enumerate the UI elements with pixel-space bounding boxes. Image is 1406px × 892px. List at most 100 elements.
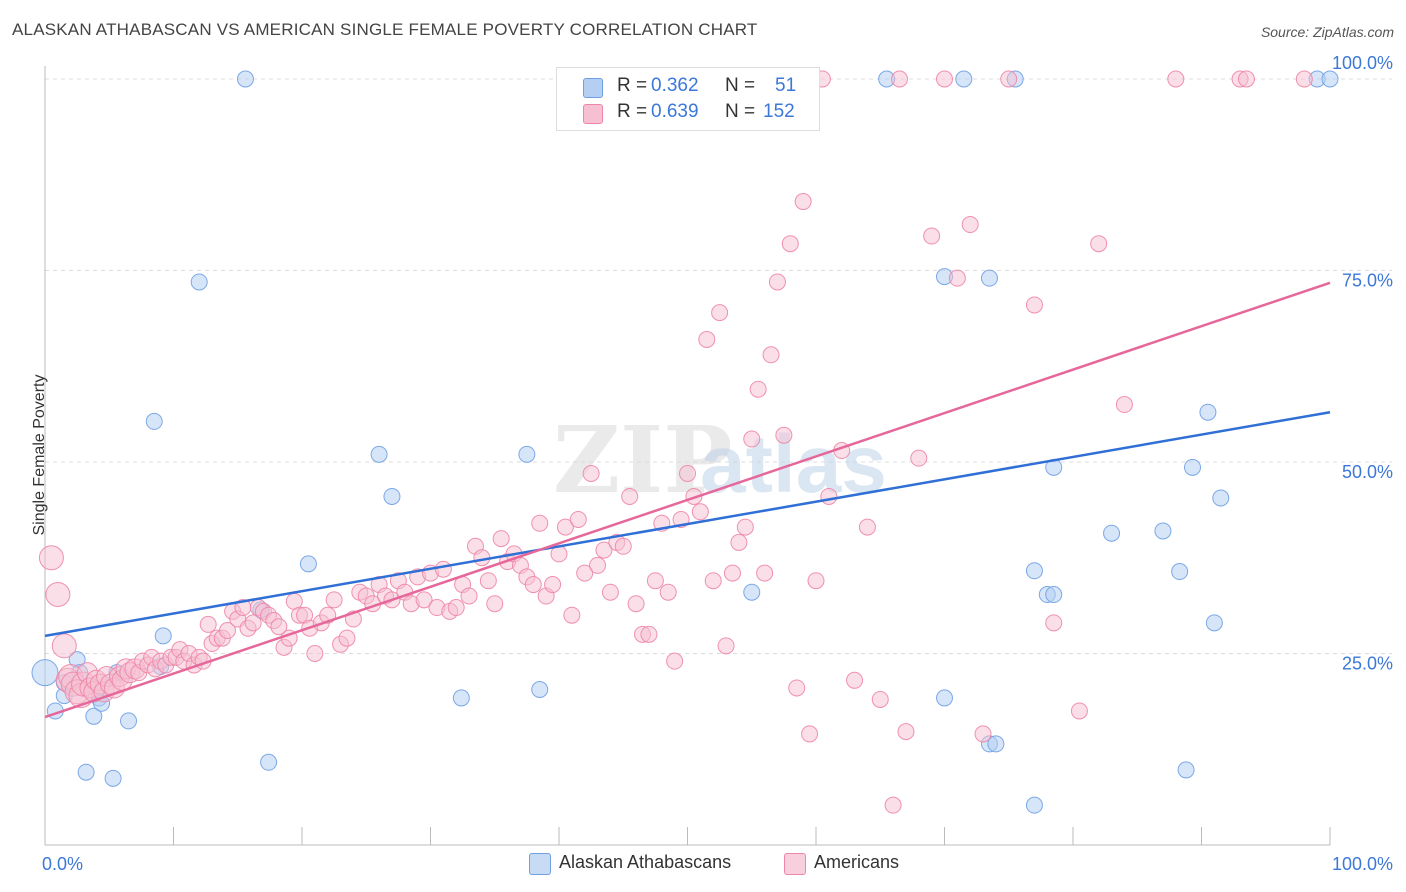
point-athabascan-42 — [1154, 522, 1172, 540]
tick-labels: 25.0% 50.0% 75.0% 100.0% 0.0% 100.0% — [42, 53, 1393, 874]
r-value: 0.362 — [651, 75, 699, 96]
point-american-79 — [434, 560, 452, 578]
point-athabascan-16 — [190, 273, 208, 291]
point-american-115 — [666, 652, 684, 670]
point-american-151 — [961, 216, 979, 234]
point-american-101 — [576, 564, 594, 582]
legend-swatch-americans — [583, 104, 603, 124]
point-american-130 — [762, 346, 780, 364]
point-american-155 — [1045, 614, 1063, 632]
point-american-114 — [659, 583, 677, 601]
point-american-133 — [781, 235, 799, 253]
point-american-47 — [244, 614, 262, 632]
point-american-88 — [492, 530, 510, 548]
legend-label-athabascans: Alaskan Athabascans — [559, 852, 732, 872]
point-athabascan-6 — [77, 763, 95, 781]
point-american-108 — [621, 487, 639, 505]
point-american-142 — [858, 518, 876, 536]
point-american-93 — [524, 576, 542, 594]
point-athabascan-15 — [154, 627, 172, 645]
point-american-146 — [897, 723, 915, 741]
point-american-161 — [1237, 70, 1255, 88]
point-athabascan-47 — [1205, 614, 1223, 632]
point-athabascan-20 — [299, 555, 317, 573]
point-american-98 — [556, 518, 574, 536]
axes — [44, 66, 1331, 846]
point-american-120 — [698, 330, 716, 348]
point-american-149 — [936, 70, 953, 88]
y-tick-label-2: 75.0% — [1342, 271, 1393, 291]
legend-label-americans: Americans — [814, 852, 900, 872]
point-athabascan-33 — [980, 269, 998, 287]
point-american-121 — [704, 572, 722, 590]
point-athabascan-27 — [743, 583, 761, 601]
point-american-124 — [723, 564, 741, 582]
point-athabascan-34 — [987, 735, 1005, 753]
point-athabascan-12 — [120, 712, 138, 730]
point-athabascan-36 — [1025, 562, 1043, 580]
point-american-107 — [614, 537, 632, 555]
point-american-2 — [51, 633, 77, 659]
data-points — [31, 70, 1339, 814]
point-american-86 — [479, 572, 497, 590]
point-american-117 — [679, 464, 696, 482]
point-american-102 — [582, 464, 600, 482]
point-american-136 — [801, 725, 819, 743]
point-athabascan-50 — [1321, 70, 1339, 88]
point-american-126 — [736, 518, 754, 536]
point-american-131 — [768, 273, 786, 291]
point-american-119 — [691, 503, 709, 521]
legend-swatch-athabascan — [583, 78, 603, 98]
trend-line-athabascan — [44, 410, 1331, 638]
point-american-59 — [306, 645, 324, 662]
legend-swatch-americans — [784, 853, 806, 875]
point-american-52 — [270, 618, 288, 636]
y-axis-label: Single Female Poverty — [31, 374, 48, 536]
point-american-0 — [38, 545, 64, 571]
point-athabascan-21 — [370, 445, 388, 463]
point-athabascan-29 — [936, 689, 953, 707]
x-tick-label-1: 100.0% — [1332, 854, 1393, 874]
y-tick-label-3: 100.0% — [1332, 53, 1393, 73]
point-athabascan-19 — [260, 753, 278, 771]
point-american-1 — [45, 582, 71, 608]
point-american-162 — [1295, 70, 1313, 88]
point-american-150 — [948, 269, 966, 287]
r-label: R = — [617, 101, 648, 122]
point-american-157 — [1090, 235, 1108, 253]
point-american-159 — [1167, 70, 1185, 88]
chart-title: ALASKAN ATHABASCAN VS AMERICAN SINGLE FE… — [12, 20, 758, 39]
n-value: 51 — [775, 75, 797, 96]
point-american-38 — [199, 615, 217, 633]
point-athabascan-17 — [236, 70, 254, 88]
point-athabascan-25 — [531, 681, 549, 699]
point-athabascan-31 — [955, 70, 973, 88]
point-american-129 — [756, 564, 774, 582]
point-american-42 — [218, 622, 236, 640]
point-athabascan-39 — [1045, 586, 1063, 604]
point-american-112 — [646, 572, 664, 590]
point-american-153 — [1000, 70, 1018, 88]
point-american-83 — [460, 587, 478, 605]
source-label: Source: ZipAtlas.com — [1260, 24, 1394, 40]
point-american-144 — [884, 796, 902, 814]
y-tick-label-1: 50.0% — [1342, 462, 1393, 482]
point-american-134 — [788, 679, 806, 697]
point-american-96 — [544, 576, 562, 594]
point-athabascan-10 — [104, 769, 122, 787]
point-american-100 — [569, 510, 587, 528]
point-athabascan-46 — [1199, 403, 1217, 421]
point-american-81 — [447, 599, 465, 617]
grid — [45, 78, 1392, 654]
point-american-122 — [711, 304, 729, 322]
point-american-87 — [486, 595, 504, 613]
point-american-103 — [589, 556, 607, 574]
point-american-125 — [730, 533, 748, 551]
point-athabascan-37 — [1025, 796, 1043, 814]
point-american-154 — [1025, 296, 1043, 314]
trend-lines — [44, 281, 1331, 719]
point-american-99 — [563, 606, 581, 624]
point-athabascan-7 — [85, 707, 103, 725]
point-american-156 — [1070, 702, 1088, 720]
point-athabascan-13 — [145, 412, 163, 430]
